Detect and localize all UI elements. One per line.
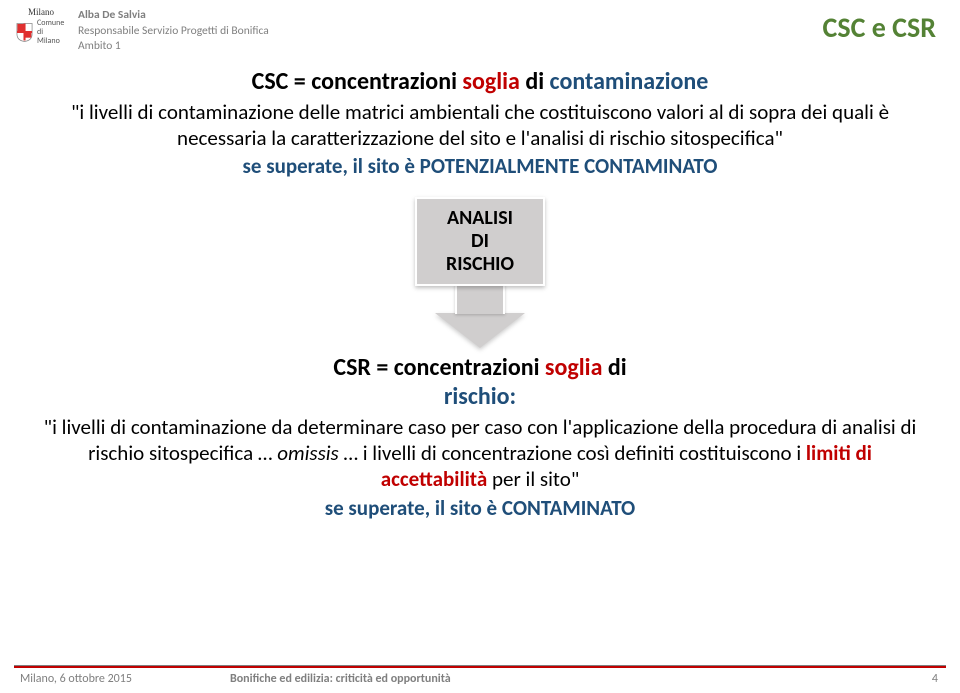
footer-page-number: 4 (932, 672, 938, 686)
slide-title: CSC e CSR (823, 10, 936, 45)
analysis-box: ANALISI DI RISCHIO (415, 197, 545, 286)
csr-word1: concentrazioni (388, 353, 545, 382)
csr-rischio: rischio: (444, 382, 516, 411)
logo-top-text: Milano (28, 8, 54, 17)
csc-heading: CSC = concentrazioni soglia di contamina… (60, 68, 900, 97)
csr-soglia: soglia (545, 353, 603, 382)
footer-divider (14, 665, 946, 668)
footer-date: Milano, 6 ottobre 2015 (20, 672, 132, 686)
shield-icon (16, 22, 33, 42)
csr-heading: CSR = concentrazioni soglia di rischio: (60, 354, 900, 412)
csc-if-clause: se superate, il sito è POTENZIALMENTE CO… (60, 153, 900, 179)
csc-soglia: soglia (462, 67, 520, 96)
box-line1: ANALISI (421, 207, 539, 230)
csr-definition: "i livelli di contaminazione da determin… (40, 414, 920, 493)
arrow-stem (455, 284, 505, 314)
csc-abbr: CSC = (252, 67, 306, 96)
csc-definition: "i livelli di contaminazione delle matri… (50, 99, 910, 152)
csr-di: di (602, 353, 626, 382)
csr-abbr: CSR = (333, 353, 388, 382)
csc-word1: concentrazioni (306, 67, 463, 96)
author-unit: Ambito 1 (78, 39, 269, 55)
analysis-diagram: ANALISI DI RISCHIO (370, 197, 590, 348)
slide-header: Milano Comune di Milano Alba De Salvia R… (0, 0, 960, 60)
header-author-block: Alba De Salvia Responsabile Servizio Pro… (78, 8, 269, 55)
csc-contaminazione: contaminazione (550, 67, 709, 96)
author-role: Responsabile Servizio Progetti di Bonifi… (78, 24, 269, 40)
box-line2: DI (421, 230, 539, 253)
milano-logo: Milano Comune di Milano (16, 8, 66, 52)
logo-line2: di Milano (37, 28, 66, 46)
csr-if-clause: se superate, il sito è CONTAMINATO (60, 495, 900, 521)
csc-di: di (520, 67, 550, 96)
csr-def-part3: per il sito" (487, 466, 579, 492)
box-line3: RISCHIO (421, 253, 539, 276)
footer-title: Bonifiche ed edilizia: criticità ed oppo… (230, 672, 451, 686)
arrow-head-icon (435, 313, 525, 348)
author-name: Alba De Salvia (78, 8, 269, 24)
slide-content: CSC = concentrazioni soglia di contamina… (0, 60, 960, 521)
logo-text: Comune di Milano (37, 19, 66, 45)
slide-footer: Milano, 6 ottobre 2015 Bonifiche ed edil… (0, 665, 960, 693)
csr-omissis: omissis (277, 440, 339, 466)
csr-def-part2: … i livelli di concentrazione così defin… (339, 440, 806, 466)
